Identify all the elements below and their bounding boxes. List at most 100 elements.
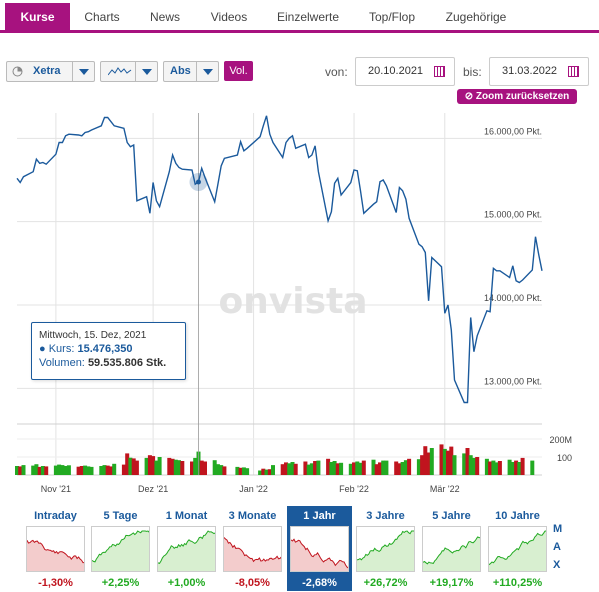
volume-bar bbox=[57, 464, 62, 475]
period-change: +2,25% bbox=[101, 577, 140, 589]
volume-bar bbox=[177, 460, 181, 475]
volume-bar bbox=[530, 460, 535, 475]
volume-bar bbox=[339, 462, 344, 475]
period-3[interactable]: 3 Monate -8,05% bbox=[220, 506, 285, 591]
tooltip-date: Mittwoch, 15. Dez, 2021 bbox=[39, 330, 147, 341]
tab-videos[interactable]: Videos bbox=[210, 10, 248, 24]
chevron-down-icon[interactable] bbox=[196, 62, 218, 81]
period-0[interactable]: Intraday -1,30% bbox=[23, 506, 88, 591]
volume-bar bbox=[271, 465, 275, 475]
max-letter-m[interactable]: M bbox=[553, 523, 563, 535]
tooltip-volume: 59.535.806 Stk. bbox=[87, 357, 167, 369]
x-tick-label: Feb '22 bbox=[339, 484, 369, 494]
volume-bar bbox=[34, 464, 39, 475]
exchange-select[interactable]: Xetra bbox=[6, 61, 95, 82]
calendar-icon[interactable] bbox=[568, 66, 579, 77]
max-letter-x[interactable]: X bbox=[553, 559, 561, 571]
volume-bar bbox=[442, 448, 447, 475]
max-letter-a[interactable]: A bbox=[553, 541, 561, 553]
tab-topflop[interactable]: Top/Flop bbox=[368, 10, 416, 24]
sparkline-area bbox=[291, 539, 348, 571]
tab-charts[interactable]: Charts bbox=[84, 10, 120, 24]
period-change: -2,68% bbox=[302, 577, 337, 589]
volume-bar bbox=[465, 448, 470, 475]
volume-bar bbox=[173, 459, 178, 475]
exchange-value: Xetra bbox=[33, 65, 61, 77]
volume-bar bbox=[241, 467, 246, 475]
volume-bar bbox=[264, 469, 269, 475]
volume-bar bbox=[326, 458, 331, 475]
to-date-field[interactable]: 31.03.2022 bbox=[489, 57, 589, 86]
y-tick-label: 16.000,00 Pkt. bbox=[484, 126, 542, 136]
volume-bar bbox=[484, 458, 489, 475]
volume-bar bbox=[261, 468, 266, 475]
volume-toggle-button[interactable]: Vol. bbox=[224, 61, 253, 81]
zoom-reset-button[interactable]: ⊘ Zoom zurücksetzen bbox=[457, 89, 577, 104]
tab-news[interactable]: News bbox=[149, 10, 180, 24]
period-sparkline bbox=[488, 526, 547, 572]
tab-zugehoerige[interactable]: Zugehörige bbox=[445, 10, 507, 24]
chevron-down-icon[interactable] bbox=[135, 62, 157, 81]
period-change: -8,05% bbox=[235, 577, 270, 589]
volume-bar bbox=[287, 463, 292, 475]
volume-bar bbox=[134, 460, 139, 475]
period-2[interactable]: 1 Monat +1,00% bbox=[154, 506, 219, 591]
volume-bar bbox=[31, 465, 36, 475]
volume-bar bbox=[86, 466, 91, 475]
sparkline-area bbox=[489, 531, 546, 571]
period-change: -1,30% bbox=[38, 577, 73, 589]
volume-bar bbox=[313, 461, 318, 475]
period-4[interactable]: 1 Jahr -2,68% bbox=[287, 506, 352, 591]
from-date-field[interactable]: 20.10.2021 bbox=[355, 57, 455, 86]
volume-bar bbox=[215, 464, 220, 475]
price-chart[interactable]: onvista 13.000,00 Pkt. 14.000,00 Pkt. 15.00… bbox=[0, 105, 599, 495]
scale-mode-value: Abs bbox=[170, 65, 191, 77]
period-5[interactable]: 3 Jahre +26,72% bbox=[353, 506, 418, 591]
sparkline-area bbox=[158, 531, 215, 571]
period-change: +19,17% bbox=[429, 577, 474, 589]
tab-einzelwerte[interactable]: Einzelwerte bbox=[276, 10, 340, 24]
volume-bar bbox=[245, 468, 250, 475]
calendar-icon[interactable] bbox=[434, 66, 445, 77]
period-7[interactable]: 10 Jahre +110,25% bbox=[485, 506, 550, 591]
volume-bar bbox=[462, 453, 467, 475]
volume-bar bbox=[238, 467, 243, 475]
volume-bar bbox=[471, 457, 476, 475]
period-6[interactable]: 5 Jahre +19,17% bbox=[419, 506, 484, 591]
volume-bar bbox=[89, 466, 94, 475]
volume-bar bbox=[21, 465, 26, 475]
volume-bar bbox=[407, 458, 412, 475]
volume-bar bbox=[352, 462, 356, 475]
volume-bar bbox=[167, 457, 172, 475]
y-tick-label: 13.000,00 Pkt. bbox=[484, 376, 542, 386]
chart-tooltip: Mittwoch, 15. Dez, 2021 ● Kurs: 15.476,3… bbox=[31, 322, 186, 380]
period-1[interactable]: 5 Tage +2,25% bbox=[88, 506, 153, 591]
to-label: bis: bbox=[463, 65, 482, 79]
volume-bar bbox=[374, 464, 379, 475]
volume-bar bbox=[125, 453, 130, 475]
hover-point bbox=[195, 179, 201, 185]
volume-bar bbox=[144, 457, 149, 475]
clock-icon bbox=[12, 66, 23, 77]
volume-bar bbox=[491, 460, 496, 475]
volume-bar bbox=[416, 459, 421, 475]
scale-mode-select[interactable]: Abs bbox=[163, 61, 219, 82]
period-change: +26,72% bbox=[363, 577, 408, 589]
volume-bar bbox=[361, 460, 366, 475]
volume-bar bbox=[131, 458, 136, 475]
volume-bar bbox=[222, 466, 227, 475]
volume-bar bbox=[284, 462, 288, 475]
volume-bar bbox=[235, 466, 240, 475]
chevron-down-icon[interactable] bbox=[72, 62, 94, 81]
volume-bar bbox=[40, 466, 45, 475]
volume-bar bbox=[157, 457, 162, 475]
volume-bar bbox=[397, 463, 402, 475]
volume-bar bbox=[105, 465, 110, 475]
sparkline-line bbox=[27, 539, 84, 564]
volume-bar bbox=[290, 462, 295, 475]
tab-kurse[interactable]: Kurse bbox=[5, 3, 70, 33]
volume-bar bbox=[170, 458, 175, 475]
volume-bar bbox=[316, 460, 321, 475]
chart-type-select[interactable] bbox=[100, 61, 158, 82]
zoom-reset-label: Zoom zurücksetzen bbox=[475, 91, 570, 102]
